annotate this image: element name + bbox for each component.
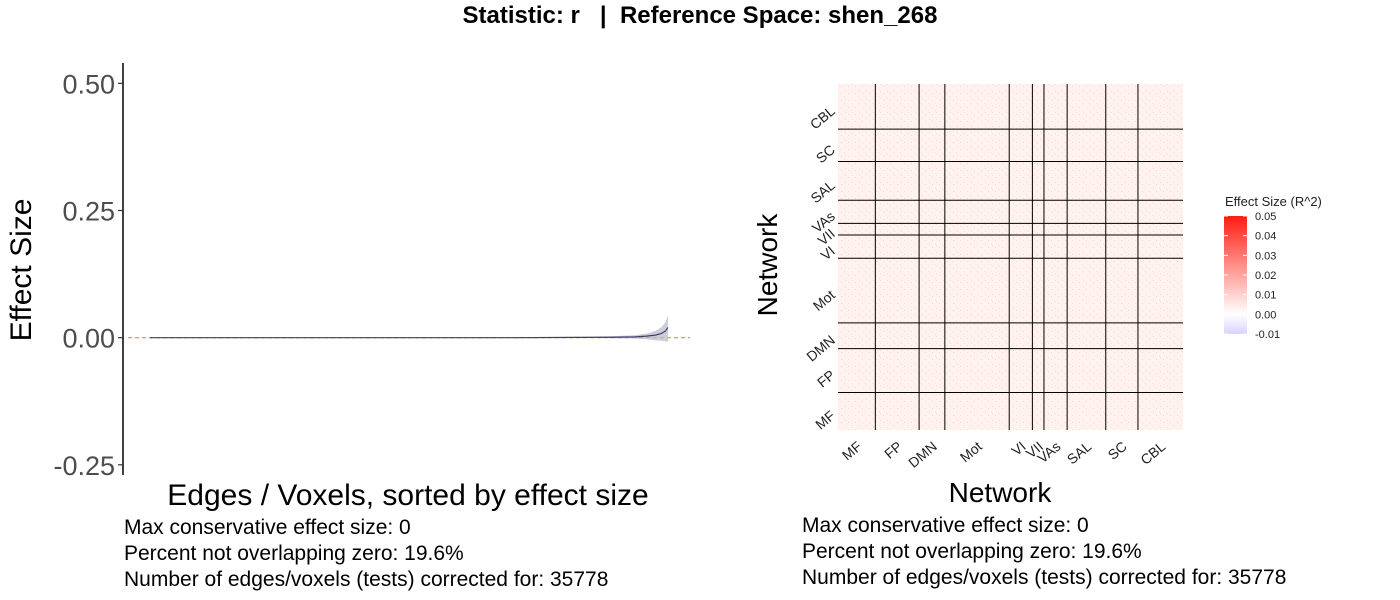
x-network-label-sc: SC [1105, 438, 1130, 463]
legend-tick-label: 0.05 [1255, 211, 1276, 223]
y-tick-label: 0.00 [62, 324, 115, 354]
heatmap-x-axis-label: Network [949, 477, 1053, 508]
network-heatmap-chart: MFMFFPFPDMNDMNMotMotVIVIVIIVIIVAsVAsSALS… [752, 84, 1322, 508]
main-title: Statistic: r | Reference Space: shen_268 [462, 2, 938, 29]
y-tick-label: 0.50 [62, 69, 115, 99]
left-caption-max-effect: Max conservative effect size: 0 [124, 516, 411, 539]
legend-tick-label: 0.03 [1255, 250, 1276, 262]
effect-size-line-chart: -0.25 0.00 0.25 0.50 Edges / Voxels, sorted … [5, 63, 690, 512]
legend-tick-label: -0.01 [1255, 329, 1280, 341]
y-network-label-mot: Mot [810, 287, 838, 314]
heatmap-y-axis-label: Network [752, 213, 783, 317]
y-axis-label: Effect Size [5, 199, 38, 342]
x-network-label-cbl: CBL [1137, 438, 1168, 468]
right-caption-block: Max conservative effect size: 0 Percent … [802, 513, 1286, 591]
legend-tick-label: 0.00 [1255, 309, 1276, 321]
left-caption-block: Max conservative effect size: 0 Percent … [124, 515, 608, 593]
x-axis-label: Edges / Voxels, sorted by effect size [167, 479, 648, 512]
x-network-label-mf: MF [839, 438, 865, 463]
y-network-label-fp: FP [814, 367, 838, 391]
right-caption-number-tests: Number of edges/voxels (tests) corrected… [802, 566, 1287, 589]
y-network-label-dmn: DMN [803, 332, 838, 365]
y-network-label-vas: VAs [809, 208, 838, 236]
legend-tick-label: 0.01 [1255, 290, 1276, 302]
right-caption-percent-not-overlapping: Percent not overlapping zero: 19.6% [802, 540, 1142, 563]
x-network-label-sal: SAL [1064, 438, 1095, 467]
y-network-label-sal: SAL [807, 177, 838, 206]
y-tick-label: 0.25 [62, 197, 115, 227]
x-network-label-mot: Mot [957, 438, 985, 465]
legend-title: Effect Size (R^2) [1225, 194, 1322, 209]
x-network-label-dmn: DMN [905, 438, 940, 471]
legend-tick-label: 0.02 [1255, 270, 1276, 282]
legend-colorbar [1224, 216, 1247, 334]
heatmap-matrix [838, 84, 1183, 430]
left-caption-percent-not-overlapping: Percent not overlapping zero: 19.6% [124, 542, 464, 565]
right-caption-max-effect: Max conservative effect size: 0 [802, 514, 1089, 537]
x-network-label-fp: FP [881, 438, 905, 462]
y-network-label-mf: MF [812, 407, 838, 432]
y-network-label-sc: SC [813, 141, 838, 166]
legend-tick-label: 0.04 [1255, 231, 1276, 243]
y-network-label-cbl: CBL [807, 102, 838, 132]
left-caption-number-tests: Number of edges/voxels (tests) corrected… [124, 568, 609, 591]
effect-size-line [150, 327, 669, 339]
y-tick-label: -0.25 [53, 451, 115, 481]
